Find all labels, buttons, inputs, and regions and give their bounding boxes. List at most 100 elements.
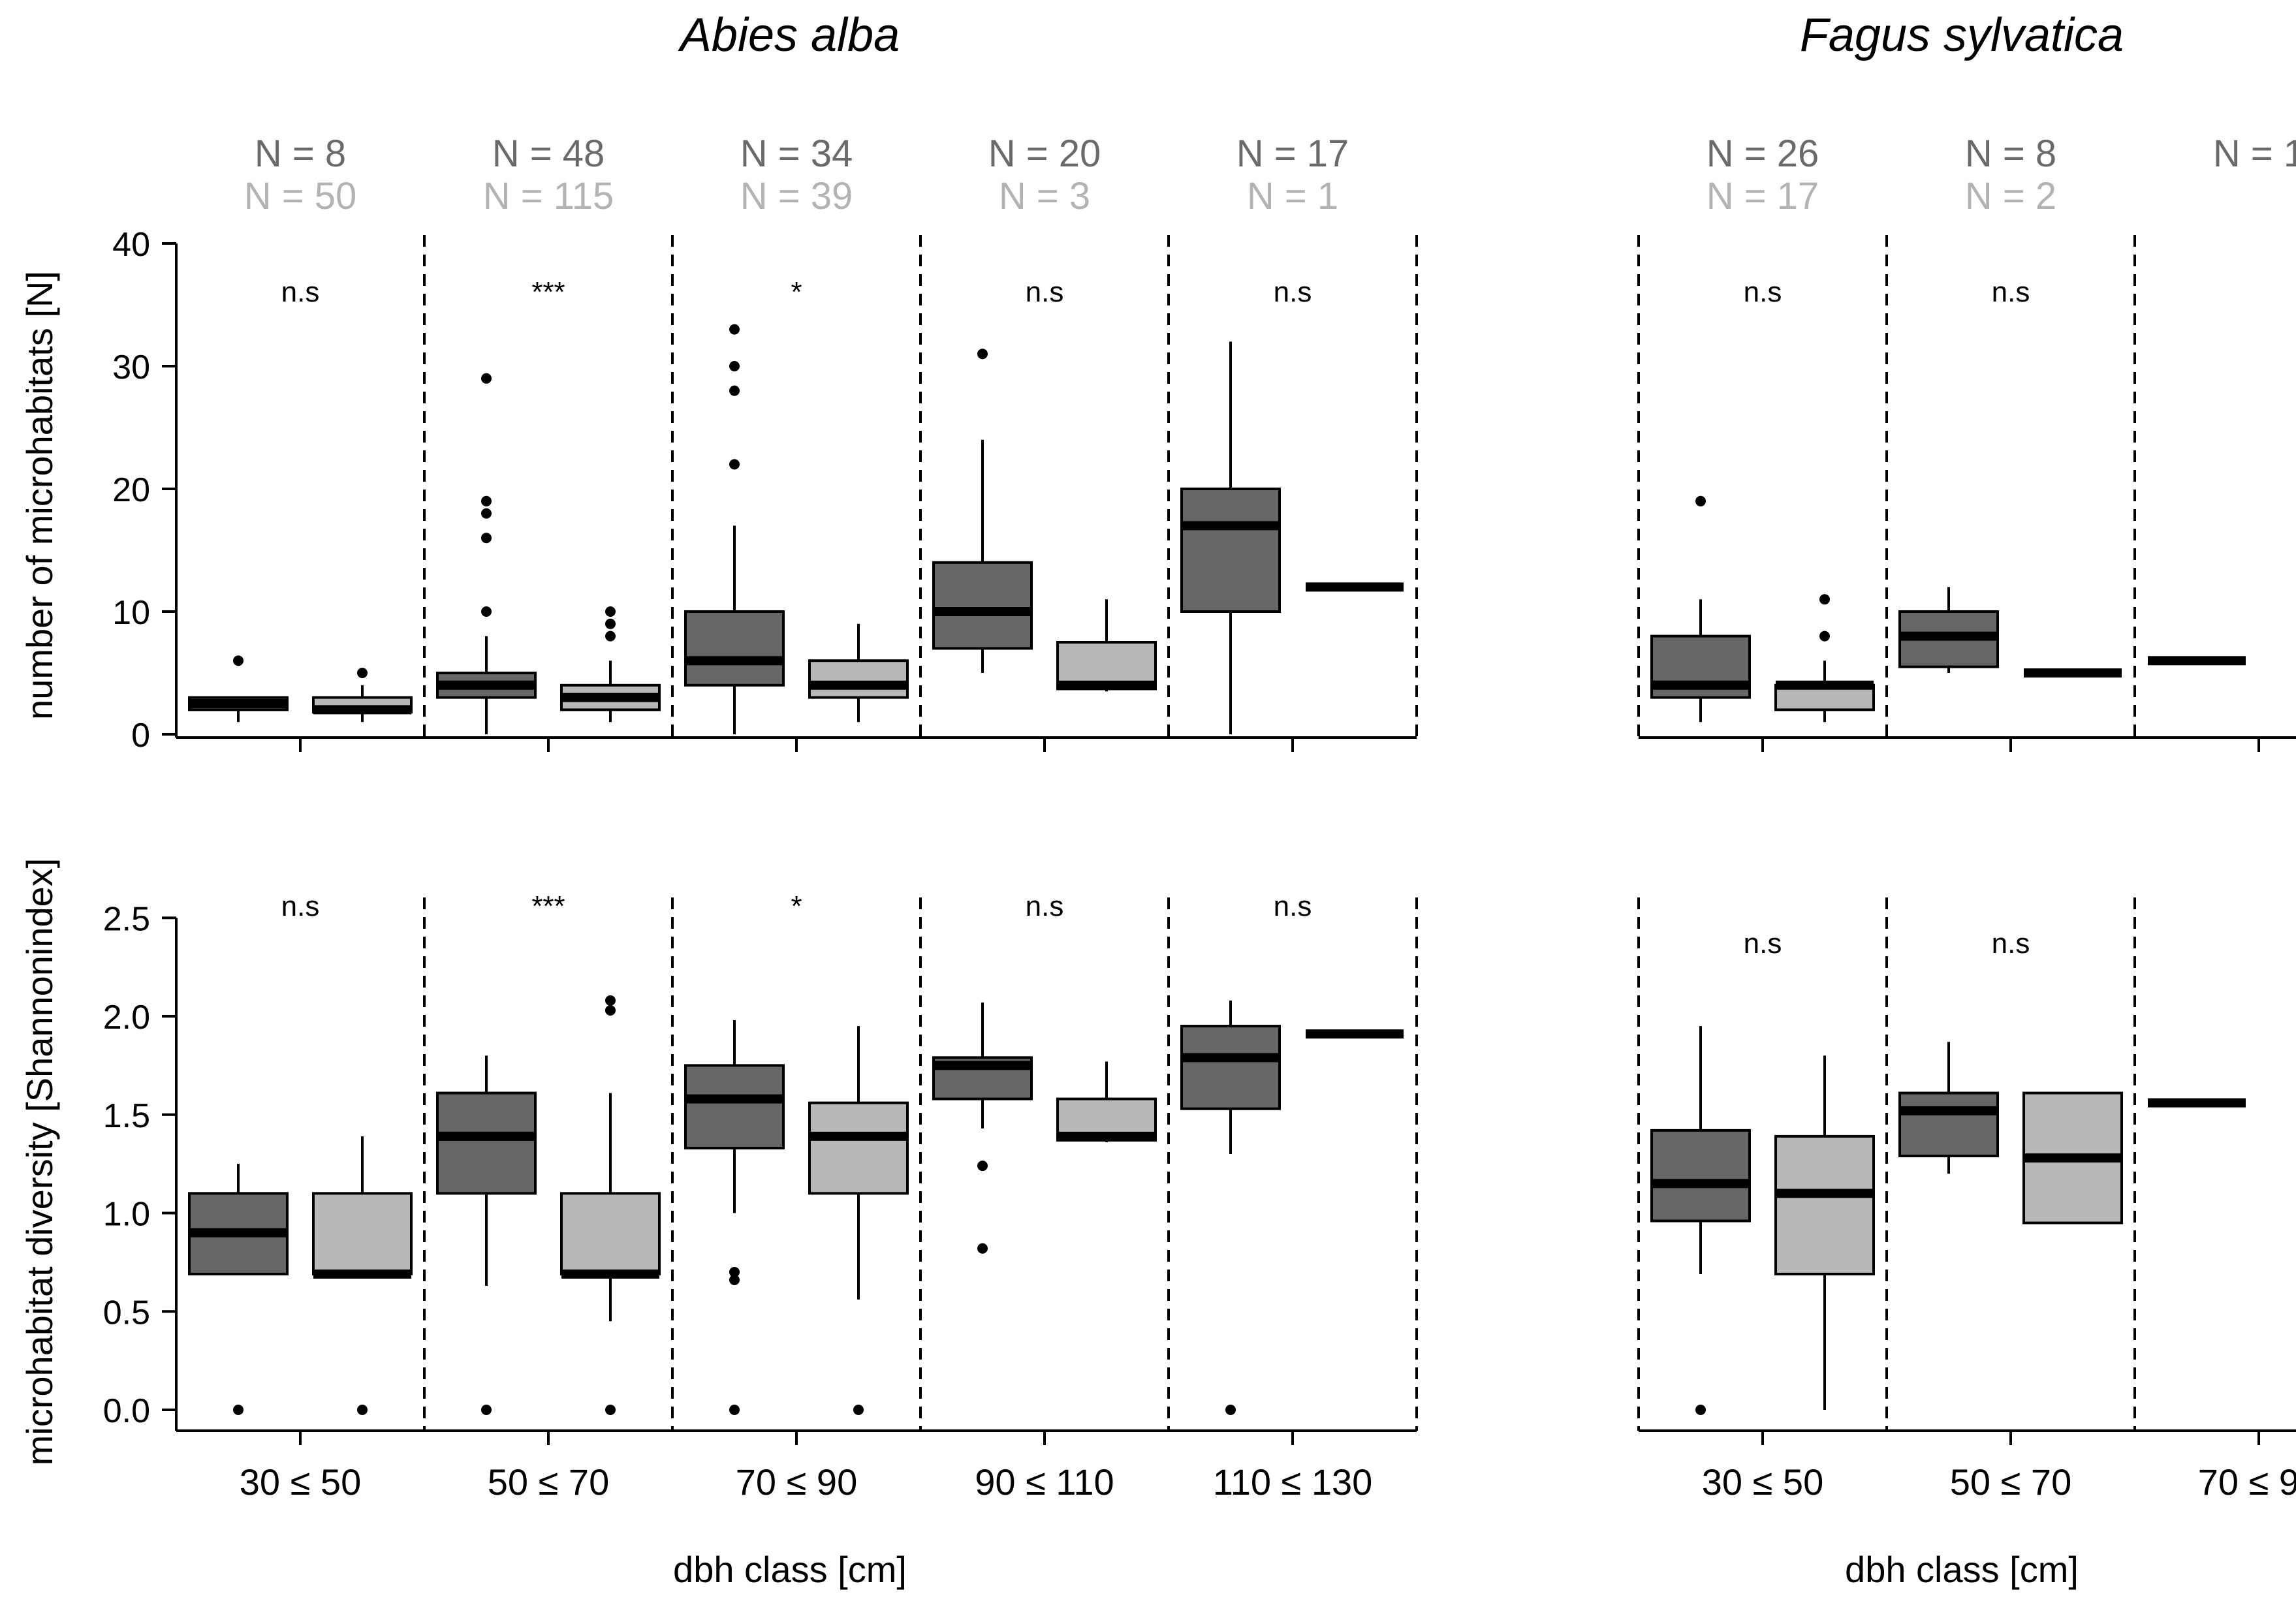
abies-diversity-significance-label: n.s (281, 890, 320, 922)
abies-diversity-dark-outlier (729, 1266, 740, 1277)
abies-count-n-light-label: N = 50 (244, 175, 357, 217)
diversity-y-axis-label: microhabitat diversity [Shannonindex] (19, 858, 60, 1466)
abies-diversity-dark-box (436, 1091, 537, 1195)
abies-count-light-outlier (605, 618, 616, 629)
abies-count-n-light-label: N = 39 (740, 175, 853, 217)
abies-count-n-dark-label: N = 17 (1236, 132, 1349, 175)
abies-diversity-dark-outlier (233, 1405, 244, 1415)
fagus-count-n-light-label: N = 2 (1965, 175, 2056, 217)
abies-count-dark-outlier (481, 508, 492, 519)
abies-diversity-dark-outlier (977, 1243, 988, 1254)
abies-diversity-light-box (312, 1192, 413, 1275)
abies-diversity-y-tick-label: 0.5 (103, 1294, 150, 1332)
abies-diversity-dark-outlier (729, 1405, 740, 1415)
abies-count-dark-box (932, 561, 1033, 650)
abies-diversity-x-tick-label: 70 ≤ 90 (736, 1461, 857, 1503)
abies-count-y-tick-label: 40 (112, 226, 150, 264)
fagus-diversity-dark-outlier (1695, 1405, 1706, 1415)
abies-diversity-significance-label: n.s (1026, 890, 1064, 922)
abies-diversity-x-tick-label: 50 ≤ 70 (488, 1461, 609, 1503)
fagus-diversity-x-tick-label: 70 ≤ 90 (2198, 1461, 2296, 1503)
abies-diversity-x-tick-label: 30 ≤ 50 (240, 1461, 361, 1503)
abies-diversity-y-tick-label: 1.5 (103, 1097, 150, 1135)
abies-diversity-y-tick-label: 0.0 (103, 1392, 150, 1430)
abies-count-n-light-label: N = 3 (999, 175, 1090, 217)
abies-count-dark-outlier (729, 385, 740, 396)
abies-count-n-dark-label: N = 8 (255, 132, 346, 175)
abies-diversity-y-tick-label: 2.5 (103, 900, 150, 938)
abies-count-significance-label: * (791, 276, 802, 308)
abies-diversity-light-outlier (605, 995, 616, 1006)
fagus-diversity-significance-label: n.s (1744, 927, 1782, 959)
fagus-diversity-x-tick-label: 50 ≤ 70 (1950, 1461, 2071, 1503)
abies-count-dark-outlier (977, 349, 988, 360)
fagus-count-significance-label: n.s (1992, 276, 2030, 308)
abies-count-dark-outlier (729, 361, 740, 371)
fagus-diversity-significance-label: n.s (1992, 927, 2030, 959)
abies-count-n-dark-label: N = 48 (492, 132, 605, 175)
abies-diversity-dark-box (684, 1064, 785, 1150)
fagus-diversity-dark-box (1650, 1129, 1751, 1223)
fagus-count-light-outlier (1819, 594, 1830, 605)
abies-diversity-dark-outlier (977, 1161, 988, 1172)
abies-diversity-dark-outlier (729, 1275, 740, 1286)
fagus-species-title: Fagus sylvatica (1800, 9, 2124, 61)
abies-count-dark-outlier (233, 655, 244, 666)
fagus-count-light-outlier (1819, 631, 1830, 642)
fagus-count-dark-outlier (1695, 495, 1706, 506)
abies-count-dark-outlier (481, 533, 492, 544)
abies-diversity-dark-outlier (1225, 1405, 1236, 1415)
abies-diversity-y-tick-label: 2.0 (103, 999, 150, 1036)
fagus-count-n-dark-label: N = 8 (1965, 132, 2056, 175)
abies-diversity-y-tick-label: 1.0 (103, 1196, 150, 1234)
abies-count-dark-outlier (481, 606, 492, 617)
abies-diversity-light-outlier (605, 1005, 616, 1016)
abies-diversity-light-outlier (357, 1405, 368, 1415)
abies-x-axis-label: dbh class [cm] (673, 1549, 907, 1590)
abies-count-n-dark-label: N = 34 (740, 132, 853, 175)
abies-count-n-light-label: N = 115 (483, 175, 614, 217)
abies-diversity-x-tick-label: 90 ≤ 110 (975, 1461, 1114, 1503)
abies-diversity-dark-outlier (481, 1405, 492, 1415)
abies-count-light-outlier (357, 668, 368, 678)
abies-diversity-light-box (560, 1192, 661, 1275)
abies-diversity-light-outlier (853, 1405, 864, 1415)
abies-count-n-dark-label: N = 20 (988, 132, 1101, 175)
fagus-diversity-dark-box (1898, 1091, 1999, 1158)
abies-diversity-significance-label: n.s (1274, 890, 1312, 922)
abies-count-light-box (808, 659, 909, 699)
abies-diversity-significance-label: * (791, 890, 802, 922)
fagus-count-n-dark-label: N = 26 (1706, 132, 1819, 175)
abies-count-y-tick-label: 0 (131, 717, 150, 755)
abies-count-n-light-label: N = 1 (1247, 175, 1338, 217)
fagus-count-significance-label: n.s (1744, 276, 1782, 308)
abies-count-dark-outlier (481, 373, 492, 384)
abies-count-dark-outlier (481, 495, 492, 506)
fagus-count-n-dark-label: N = 1 (2213, 132, 2296, 175)
abies-diversity-dark-box (1180, 1025, 1281, 1110)
abies-diversity-light-box (808, 1101, 909, 1195)
fagus-x-axis-label: dbh class [cm] (1845, 1549, 2079, 1590)
abies-species-title: Abies alba (678, 9, 900, 61)
abies-count-significance-label: *** (531, 276, 565, 308)
fagus-diversity-x-tick-label: 30 ≤ 50 (1702, 1461, 1823, 1503)
abies-count-light-outlier (605, 631, 616, 642)
abies-count-y-tick-label: 30 (112, 349, 150, 386)
abies-count-significance-label: n.s (1026, 276, 1064, 308)
abies-count-dark-outlier (729, 324, 740, 335)
abies-diversity-significance-label: *** (531, 890, 565, 922)
abies-count-significance-label: n.s (1274, 276, 1312, 308)
abies-count-y-tick-label: 10 (112, 594, 150, 632)
fagus-diversity-light-box (1774, 1134, 1875, 1275)
abies-count-significance-label: n.s (281, 276, 320, 308)
abies-count-dark-outlier (729, 459, 740, 470)
abies-diversity-x-tick-label: 110 ≤ 130 (1213, 1461, 1373, 1503)
abies-diversity-light-outlier (605, 1405, 616, 1415)
fagus-count-n-light-label: N = 17 (1706, 175, 1819, 217)
abies-count-y-tick-label: 20 (112, 471, 150, 509)
count-y-axis-label: number of microhabitats [N] (19, 271, 60, 720)
abies-count-dark-box (684, 610, 785, 687)
abies-count-light-outlier (605, 606, 616, 617)
